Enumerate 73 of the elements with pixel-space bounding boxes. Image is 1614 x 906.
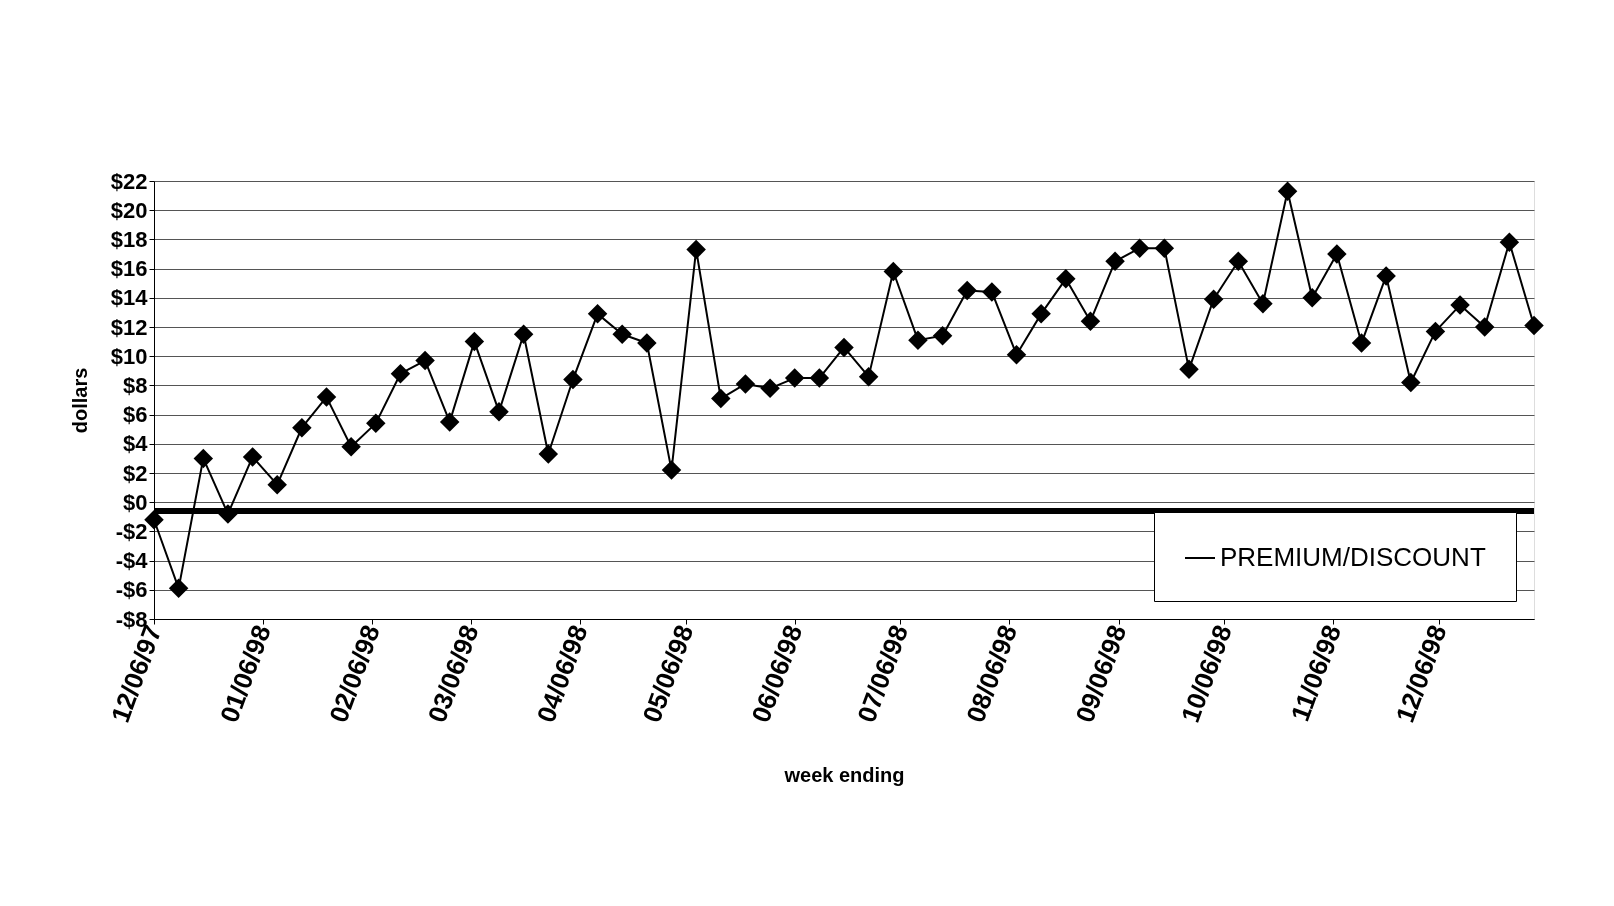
- point: [513, 324, 534, 345]
- point: [1450, 295, 1470, 315]
- point: [366, 413, 386, 434]
- point: [1253, 293, 1273, 314]
- x-axis-title: week ending: [783, 764, 905, 787]
- y-tick-label: $16: [110, 256, 148, 282]
- y-axis-title: dollars: [68, 367, 91, 434]
- point: [711, 388, 731, 409]
- point: [1154, 238, 1175, 258]
- point: [637, 333, 657, 353]
- point: [489, 401, 509, 422]
- legend-label: PREMIUM/DISCOUNT: [1220, 542, 1486, 572]
- y-tick-label: -$6: [115, 577, 148, 603]
- point: [1351, 333, 1372, 353]
- point: [1474, 317, 1495, 337]
- point: [1006, 344, 1027, 365]
- point: [1105, 251, 1125, 272]
- y-tick-label: $20: [110, 197, 148, 223]
- point: [908, 330, 928, 350]
- point: [1499, 232, 1520, 253]
- point: [686, 239, 706, 260]
- point: [809, 368, 830, 388]
- point: [1056, 269, 1076, 289]
- point: [316, 387, 337, 407]
- point: [242, 447, 263, 467]
- point: [1376, 266, 1396, 286]
- y-tick-label: $12: [110, 314, 148, 340]
- point: [982, 282, 1002, 302]
- y-tick-label: $2: [123, 460, 148, 486]
- point: [563, 369, 583, 390]
- point: [1031, 304, 1051, 324]
- point: [1179, 359, 1199, 380]
- point: [932, 326, 953, 346]
- point: [439, 412, 460, 432]
- point: [1129, 238, 1150, 258]
- y-tick-label: $10: [110, 343, 148, 369]
- point: [292, 417, 312, 438]
- point: [341, 436, 361, 457]
- point: [538, 444, 559, 464]
- y-tick-label: -$4: [115, 548, 149, 574]
- point: [834, 337, 854, 358]
- point: [267, 474, 287, 495]
- y-tick-label: $14: [110, 285, 149, 311]
- point: [612, 324, 632, 345]
- point: [784, 368, 805, 388]
- point: [1277, 181, 1298, 201]
- y-tick-label: $0: [123, 489, 148, 515]
- point: [661, 460, 682, 480]
- point: [1425, 321, 1446, 342]
- point: [735, 374, 756, 394]
- point: [1228, 251, 1249, 272]
- point: [1327, 244, 1347, 264]
- y-tick-label: $4: [123, 431, 149, 457]
- point: [390, 363, 411, 384]
- point: [883, 261, 904, 282]
- y-tick-label: $18: [110, 226, 148, 252]
- point: [858, 366, 879, 387]
- point: [1524, 315, 1544, 336]
- point: [1203, 289, 1224, 310]
- point: [1302, 288, 1322, 308]
- point: [760, 378, 780, 399]
- y-tick-label: $22: [110, 168, 148, 194]
- point: [587, 304, 608, 324]
- point: [168, 578, 189, 599]
- point: [193, 448, 214, 469]
- point: [1080, 311, 1101, 331]
- point: [1401, 372, 1421, 393]
- y-tick-label: $8: [123, 372, 148, 398]
- point: [464, 331, 485, 352]
- y-tick-label: $6: [123, 402, 148, 428]
- point: [957, 280, 977, 301]
- y-tick-label: -$2: [115, 518, 148, 544]
- point: [415, 350, 435, 371]
